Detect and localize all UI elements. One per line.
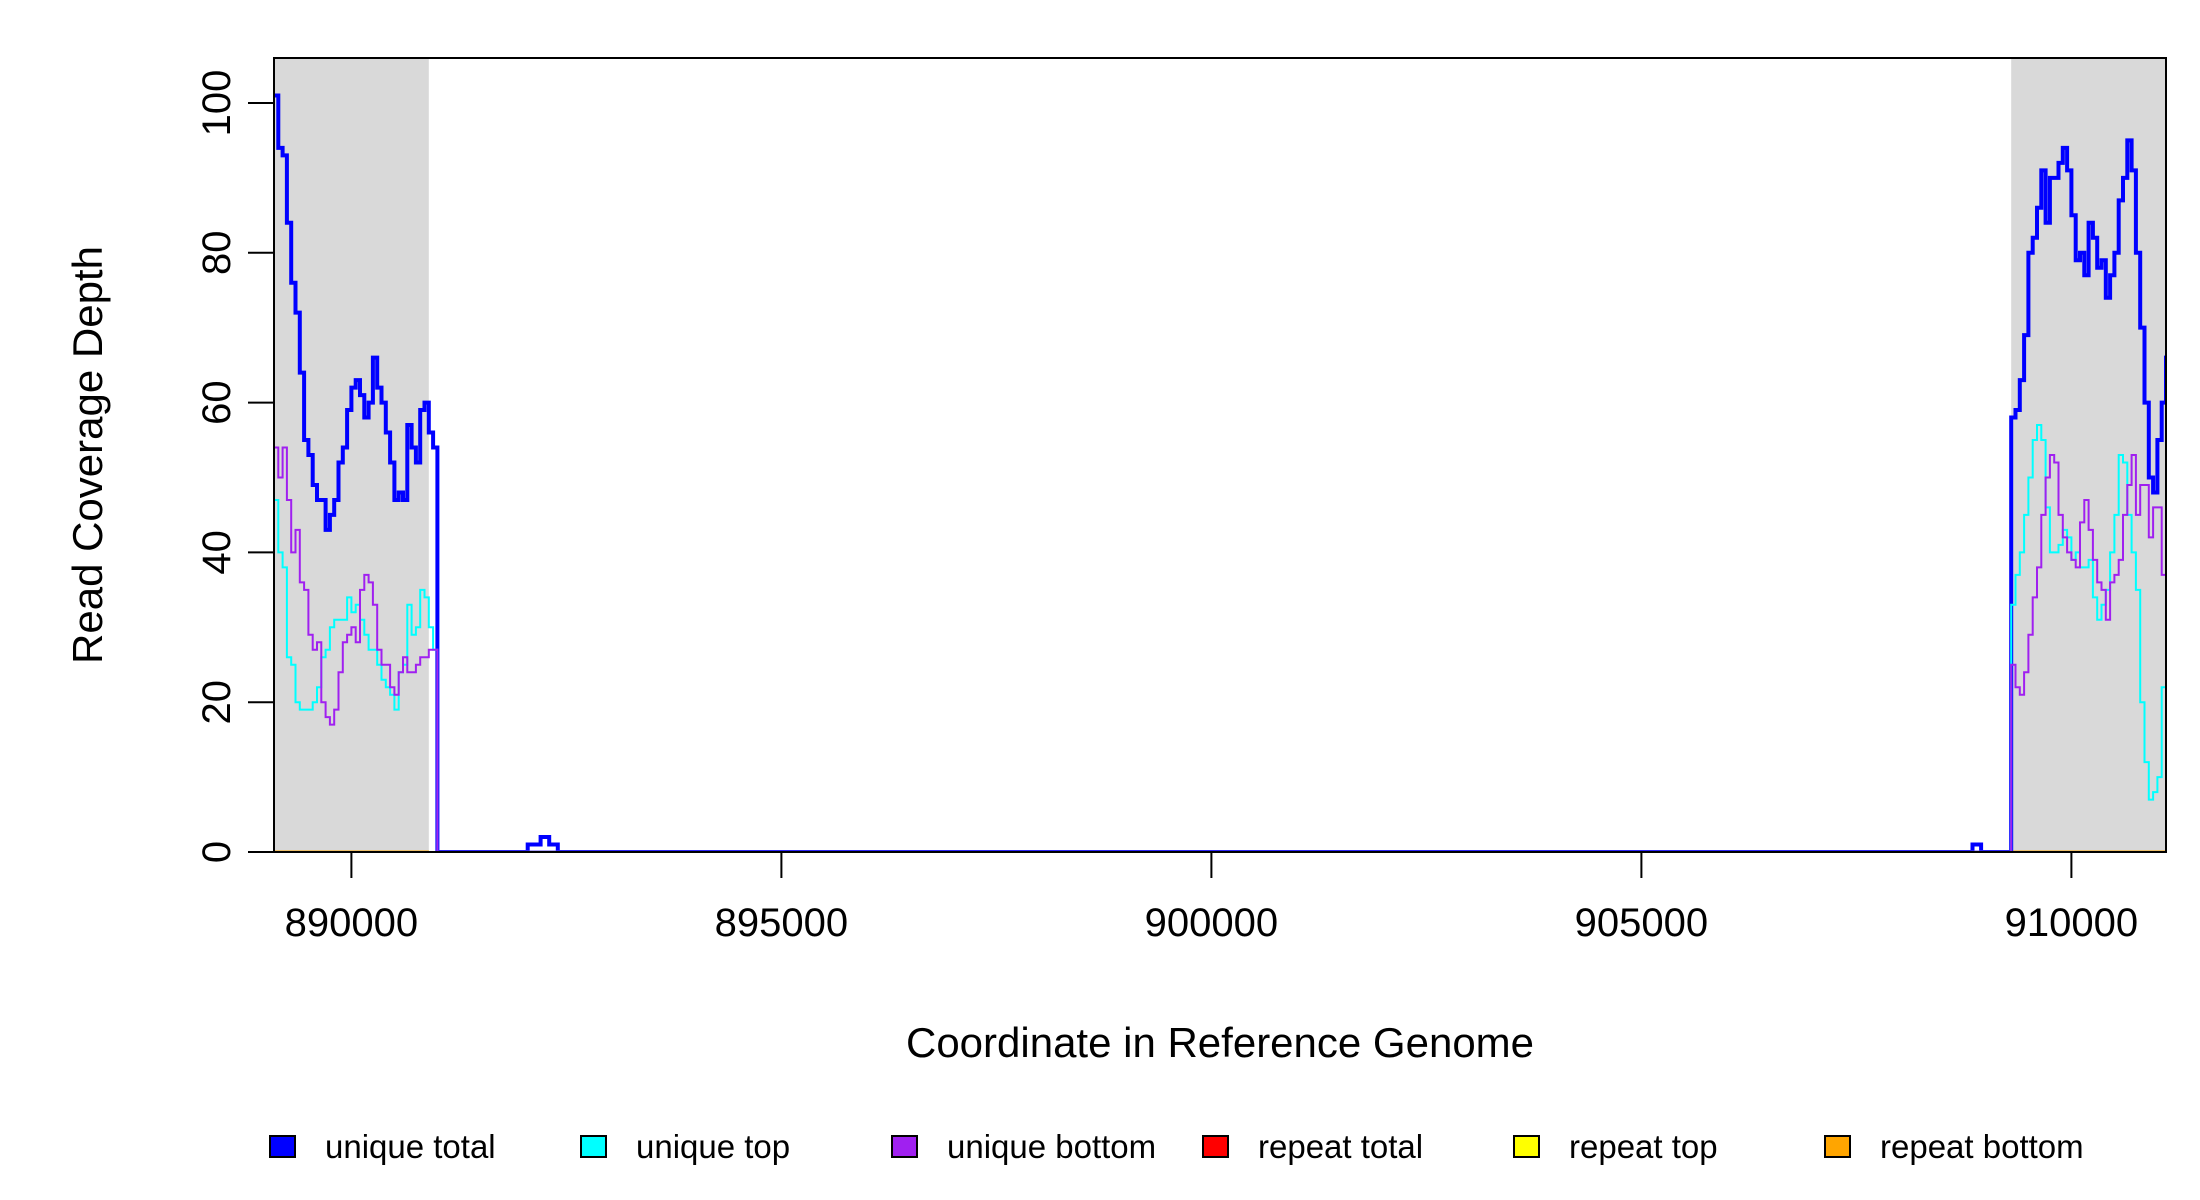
shaded-region: [2011, 58, 2166, 852]
legend-item-repeat-total: repeat total: [1202, 1128, 1423, 1165]
legend-item-unique-total: unique total: [269, 1128, 496, 1165]
legend-item-repeat-bottom: repeat bottom: [1824, 1128, 2084, 1165]
legend-label: unique top: [636, 1128, 790, 1165]
legend-label: repeat top: [1569, 1128, 1718, 1165]
unique-top-line: [274, 424, 2166, 852]
legend-item-repeat-top: repeat top: [1513, 1128, 1718, 1165]
x-tick-label: 900000: [1145, 901, 1278, 945]
x-tick-label: 905000: [1575, 901, 1708, 945]
y-tick-label: 60: [195, 380, 239, 425]
shaded-region: [274, 58, 429, 852]
y-tick-label: 40: [195, 530, 239, 575]
unique-total-line: [274, 93, 2166, 852]
series-lines: [274, 93, 2166, 852]
x-axis-title: Coordinate in Reference Genome: [906, 1019, 1534, 1066]
legend-swatch: [891, 1135, 918, 1158]
legend-label: unique total: [325, 1128, 496, 1165]
legend-swatch: [269, 1135, 296, 1158]
y-tick-label: 80: [195, 231, 239, 275]
shaded-regions: [274, 58, 2166, 852]
legend-swatch: [1824, 1135, 1851, 1158]
x-axis: 890000 895000 900000 905000 910000: [285, 852, 2138, 945]
legend-label: repeat bottom: [1880, 1128, 2084, 1165]
legend-item-unique-top: unique top: [580, 1128, 790, 1165]
y-tick-label: 100: [195, 70, 239, 137]
plot-frame: [273, 57, 2167, 853]
legend-label: unique bottom: [947, 1128, 1156, 1165]
y-axis-title: Read Coverage Depth: [64, 246, 111, 664]
y-tick-label: 20: [195, 680, 239, 725]
x-tick-label: 890000: [285, 901, 418, 945]
legend-swatch: [1202, 1135, 1229, 1158]
y-tick-label: 0: [195, 841, 239, 863]
legend: unique total unique top unique bottom repea…: [269, 1128, 2084, 1165]
x-tick-label: 910000: [2005, 901, 2138, 945]
unique-bottom-line: [274, 446, 2166, 852]
x-tick-label: 895000: [715, 901, 848, 945]
legend-swatch: [580, 1135, 607, 1158]
legend-label: repeat total: [1258, 1128, 1423, 1165]
legend-swatch: [1513, 1135, 1540, 1158]
y-axis: 0 20 40 60 80 100: [195, 70, 274, 863]
legend-item-unique-bottom: unique bottom: [891, 1128, 1156, 1165]
